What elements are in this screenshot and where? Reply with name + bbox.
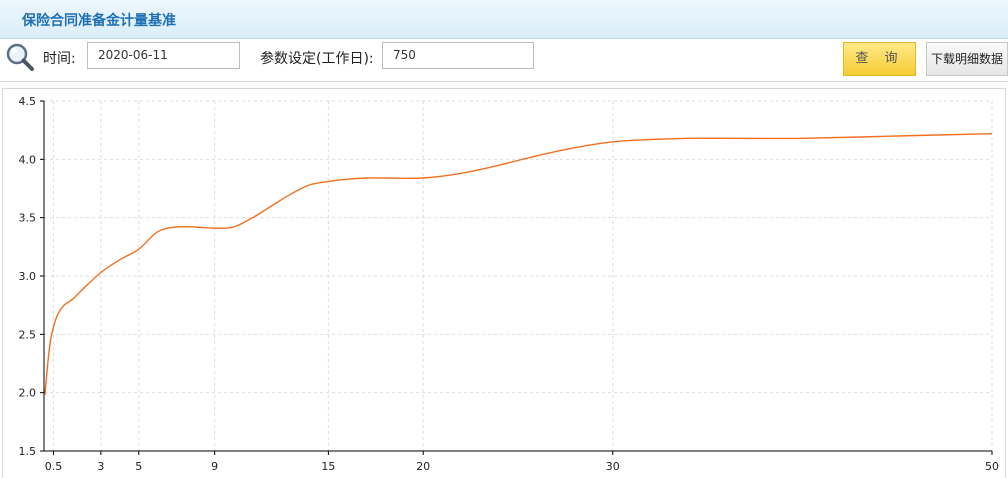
x-tick-label: 5 [135,460,142,473]
y-tick-label: 2.5 [19,328,37,341]
y-tick-label: 4.0 [19,153,37,166]
series-line [44,133,993,396]
query-button[interactable]: 查 询 [843,42,916,76]
download-data-button[interactable]: 下载明细数据 [926,42,1008,76]
y-tick-label: 3.0 [19,270,37,283]
param-input[interactable] [382,42,534,69]
x-tick-label: 15 [321,460,335,473]
y-tick-label: 1.5 [19,445,37,458]
magnifier-icon[interactable] [5,42,35,72]
chart-frame [2,88,1006,478]
y-tick-label: 2.0 [19,387,37,400]
page-title: 保险合同准备金计量基准 [22,13,176,29]
x-tick-label: 30 [606,460,620,473]
x-tick-label: 20 [416,460,430,473]
x-tick-label: 50 [985,460,999,473]
y-tick-label: 4.5 [19,95,37,108]
date-input[interactable] [87,42,240,69]
date-label: 时间: [43,51,76,67]
header-bar: 保险合同准备金计量基准 [0,0,1008,39]
y-tick-label: 3.5 [19,212,37,225]
param-label: 参数设定(工作日): [260,51,374,67]
x-tick-label: 0.5 [45,460,63,473]
x-tick-label: 9 [211,460,218,473]
x-tick-label: 3 [97,460,104,473]
